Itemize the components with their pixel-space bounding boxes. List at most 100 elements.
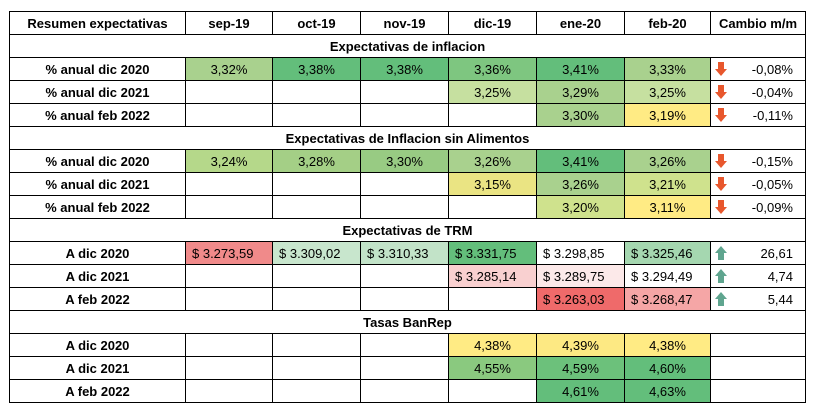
empty-cell[interactable] <box>185 356 273 380</box>
change-cell[interactable]: 5,44 <box>710 287 806 311</box>
empty-cell[interactable] <box>272 103 361 127</box>
value-cell[interactable]: 3,36% <box>448 57 537 81</box>
row-label[interactable]: A dic 2020 <box>9 241 186 265</box>
change-cell[interactable]: 4,74 <box>710 264 806 288</box>
column-header[interactable]: sep-19 <box>185 11 273 35</box>
value-cell[interactable]: 4,61% <box>536 379 625 403</box>
value-cell[interactable]: 3,29% <box>536 80 625 104</box>
empty-cell[interactable] <box>272 80 361 104</box>
column-header[interactable]: ene-20 <box>536 11 625 35</box>
row-label[interactable]: % anual dic 2020 <box>9 149 186 173</box>
value-cell[interactable]: 3,30% <box>536 103 625 127</box>
empty-cell[interactable] <box>185 195 273 219</box>
row-label[interactable]: A feb 2022 <box>9 379 186 403</box>
empty-cell[interactable] <box>448 195 537 219</box>
empty-cell[interactable] <box>185 379 273 403</box>
value-cell[interactable]: 3,33% <box>624 57 711 81</box>
value-cell[interactable]: 3,38% <box>360 57 449 81</box>
value-cell[interactable]: 3,24% <box>185 149 273 173</box>
value-cell[interactable]: 3,28% <box>272 149 361 173</box>
value-cell[interactable]: 3,32% <box>185 57 273 81</box>
empty-cell[interactable] <box>360 103 449 127</box>
value-cell[interactable]: $ 3.285,14 <box>448 264 537 288</box>
value-cell[interactable]: $ 3.268,47 <box>624 287 711 311</box>
row-label[interactable]: A dic 2021 <box>9 264 186 288</box>
value-cell[interactable]: $ 3.309,02 <box>272 241 361 265</box>
change-cell[interactable]: 26,61 <box>710 241 806 265</box>
empty-cell[interactable] <box>185 333 273 357</box>
value-cell[interactable]: 3,41% <box>536 149 625 173</box>
column-header[interactable]: Cambio m/m <box>710 11 806 35</box>
section-title[interactable]: Expectativas de TRM <box>9 218 806 242</box>
value-cell[interactable]: 4,60% <box>624 356 711 380</box>
empty-cell[interactable] <box>272 333 361 357</box>
empty-cell[interactable] <box>360 195 449 219</box>
value-cell[interactable]: 3,26% <box>536 172 625 196</box>
empty-cell[interactable] <box>272 356 361 380</box>
value-cell[interactable]: 3,11% <box>624 195 711 219</box>
column-header[interactable]: nov-19 <box>360 11 449 35</box>
row-label[interactable]: A feb 2022 <box>9 287 186 311</box>
section-title[interactable]: Expectativas de Inflacion sin Alimentos <box>9 126 806 150</box>
value-cell[interactable]: $ 3.263,03 <box>536 287 625 311</box>
value-cell[interactable]: 4,38% <box>624 333 711 357</box>
column-header[interactable]: dic-19 <box>448 11 537 35</box>
empty-cell[interactable] <box>360 356 449 380</box>
empty-cell[interactable] <box>360 333 449 357</box>
row-label[interactable]: A dic 2020 <box>9 333 186 357</box>
value-cell[interactable]: 4,59% <box>536 356 625 380</box>
value-cell[interactable]: 3,15% <box>448 172 537 196</box>
row-label[interactable]: % anual feb 2022 <box>9 195 186 219</box>
change-cell[interactable]: -0,05% <box>710 172 806 196</box>
empty-cell[interactable] <box>360 287 449 311</box>
value-cell[interactable]: $ 3.325,46 <box>624 241 711 265</box>
value-cell[interactable]: $ 3.298,85 <box>536 241 625 265</box>
row-label[interactable]: % anual dic 2021 <box>9 172 186 196</box>
empty-cell[interactable] <box>185 103 273 127</box>
empty-cell[interactable] <box>272 195 361 219</box>
value-cell[interactable]: 3,38% <box>272 57 361 81</box>
change-cell[interactable] <box>710 356 806 380</box>
value-cell[interactable]: 4,38% <box>448 333 537 357</box>
change-cell[interactable]: -0,04% <box>710 80 806 104</box>
empty-cell[interactable] <box>360 264 449 288</box>
section-title[interactable]: Tasas BanRep <box>9 310 806 334</box>
column-header[interactable]: feb-20 <box>624 11 711 35</box>
empty-cell[interactable] <box>360 80 449 104</box>
value-cell[interactable]: 3,41% <box>536 57 625 81</box>
value-cell[interactable]: $ 3.289,75 <box>536 264 625 288</box>
column-header[interactable]: Resumen expectativas <box>9 11 186 35</box>
change-cell[interactable] <box>710 333 806 357</box>
empty-cell[interactable] <box>185 80 273 104</box>
empty-cell[interactable] <box>272 379 361 403</box>
change-cell[interactable]: -0,15% <box>710 149 806 173</box>
empty-cell[interactable] <box>185 287 273 311</box>
change-cell[interactable] <box>710 379 806 403</box>
change-cell[interactable]: -0,08% <box>710 57 806 81</box>
value-cell[interactable]: 4,55% <box>448 356 537 380</box>
column-header[interactable]: oct-19 <box>272 11 361 35</box>
value-cell[interactable]: 3,21% <box>624 172 711 196</box>
value-cell[interactable]: 3,30% <box>360 149 449 173</box>
value-cell[interactable]: 4,39% <box>536 333 625 357</box>
change-cell[interactable]: -0,11% <box>710 103 806 127</box>
value-cell[interactable]: 3,25% <box>448 80 537 104</box>
value-cell[interactable]: $ 3.294,49 <box>624 264 711 288</box>
value-cell[interactable]: 4,63% <box>624 379 711 403</box>
value-cell[interactable]: $ 3.331,75 <box>448 241 537 265</box>
empty-cell[interactable] <box>448 379 537 403</box>
row-label[interactable]: % anual dic 2021 <box>9 80 186 104</box>
row-label[interactable]: % anual feb 2022 <box>9 103 186 127</box>
empty-cell[interactable] <box>185 264 273 288</box>
empty-cell[interactable] <box>448 103 537 127</box>
empty-cell[interactable] <box>448 287 537 311</box>
row-label[interactable]: % anual dic 2020 <box>9 57 186 81</box>
empty-cell[interactable] <box>272 287 361 311</box>
value-cell[interactable]: $ 3.310,33 <box>360 241 449 265</box>
row-label[interactable]: A dic 2021 <box>9 356 186 380</box>
value-cell[interactable]: 3,20% <box>536 195 625 219</box>
section-title[interactable]: Expectativas de inflacion <box>9 34 806 58</box>
value-cell[interactable]: 3,19% <box>624 103 711 127</box>
empty-cell[interactable] <box>272 172 361 196</box>
empty-cell[interactable] <box>360 172 449 196</box>
